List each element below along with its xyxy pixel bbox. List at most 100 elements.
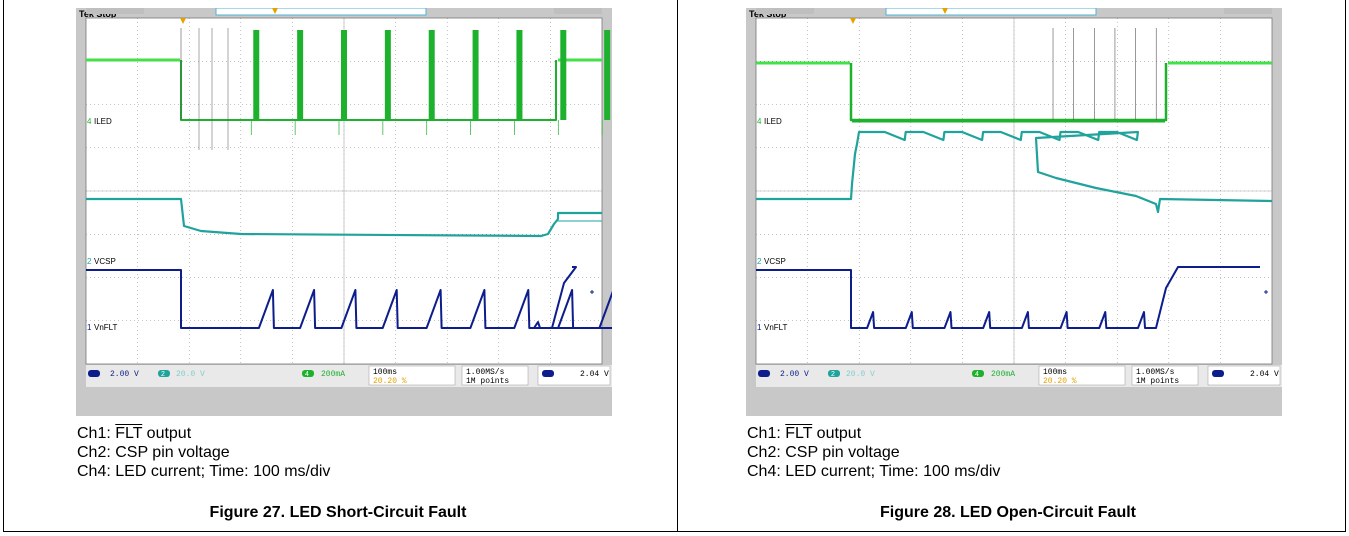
trigger-position-marker xyxy=(942,8,948,14)
acquisition-box xyxy=(461,365,529,386)
caption-flt-signal: FLT xyxy=(115,425,143,442)
caption-line-1: Ch1: FLT output xyxy=(747,424,1000,443)
ch1-readout-chip xyxy=(88,370,100,377)
timebase: 100ms xyxy=(373,368,397,377)
ch4-readout-chip xyxy=(972,370,984,377)
caption-ch1-prefix: Ch1: xyxy=(77,425,116,442)
figure-caption: Ch1: FLT output Ch2: CSP pin voltage Ch4… xyxy=(747,424,1000,481)
scope-svg-left: Tek Stop 4 ILED 2 VCSP 1 VnFLT 2.00 V 2 … xyxy=(79,8,612,387)
ch1-marker: 1 xyxy=(87,323,92,332)
trigger-position: 20.20 % xyxy=(1043,377,1077,386)
scope-traces xyxy=(86,28,612,329)
trigger-source-chip xyxy=(1212,370,1224,377)
ch2-readout-num: 2 xyxy=(831,371,835,378)
caption-line-2: Ch2: CSP pin voltage xyxy=(77,444,230,461)
figure-title: Figure 28. LED Open-Circuit Fault xyxy=(879,504,1137,521)
status-tab xyxy=(86,8,144,14)
oscilloscope-screenshot-left: Tek Stop 4 ILED 2 VCSP 1 VnFLT 2.00 V 2 … xyxy=(76,8,612,416)
figure-title: Figure 27. LED Short-Circuit Fault xyxy=(209,504,467,521)
status-tab-right xyxy=(1224,8,1272,14)
record-position-bar xyxy=(215,8,427,16)
scope-svg-right: Tek Stop 4 ILED 2 VCSP 1 VnFLT 2.00 V 2 … xyxy=(749,8,1282,387)
ch1-label: VnFLT xyxy=(764,323,788,332)
caption-line-1: Ch1: FLT output xyxy=(77,424,330,443)
timebase-box xyxy=(1038,365,1126,386)
ch4-pulse-0 xyxy=(253,30,260,120)
timebase-box xyxy=(368,365,456,386)
grid-border xyxy=(755,17,1273,365)
sample-rate: 1.00MS/s xyxy=(466,368,505,377)
scope-grid xyxy=(755,8,1273,365)
ch4-pulse-2 xyxy=(341,30,347,120)
caption-line-2: Ch2: CSP pin voltage xyxy=(747,444,900,461)
trigger-box xyxy=(537,365,611,386)
caption-ch1-suffix: output xyxy=(142,425,192,442)
ch2-marker: 2 xyxy=(87,257,92,266)
caption-ch1-suffix: output xyxy=(812,425,862,442)
caption-flt-signal: FLT xyxy=(785,425,813,442)
ch4-pulse-7 xyxy=(560,30,567,120)
caption-line-3: Ch4: LED current; Time: 100 ms/div xyxy=(747,463,1001,480)
ch4-scale: 200mA xyxy=(321,370,345,379)
ch2-vcsp-trace xyxy=(86,197,602,238)
ch1-vnflt-trace xyxy=(86,266,612,329)
trigger-level: 2.04 V xyxy=(580,370,609,379)
ch4-pulse-1 xyxy=(297,30,304,120)
sample-rate: 1.00MS/s xyxy=(1136,368,1175,377)
ch4-pulse-5 xyxy=(472,30,479,120)
ch1-readout-chip xyxy=(758,370,770,377)
ch2-label: VCSP xyxy=(764,257,786,266)
status-tab xyxy=(756,8,814,14)
ch2-readout-chip xyxy=(158,370,170,377)
grid-border xyxy=(85,17,603,365)
caption-line-3: Ch4: LED current; Time: 100 ms/div xyxy=(77,463,331,480)
oscilloscope-screenshot-right: Tek Stop 4 ILED 2 VCSP 1 VnFLT 2.00 V 2 … xyxy=(746,8,1282,416)
trigger-box xyxy=(1207,365,1281,386)
figure-panel-left: Tek Stop 4 ILED 2 VCSP 1 VnFLT 2.00 V 2 … xyxy=(3,0,663,532)
trigger-time-marker xyxy=(850,18,856,24)
ch4-readout-chip xyxy=(302,370,314,377)
scope-traces xyxy=(756,28,1273,329)
ch2-marker: 2 xyxy=(757,257,762,266)
ch1-cursor xyxy=(1264,290,1268,294)
ch2-scale: 20.0 V xyxy=(176,370,205,379)
ch1-marker: 1 xyxy=(757,323,762,332)
trigger-level: 2.04 V xyxy=(1250,370,1279,379)
acquisition-box xyxy=(1131,365,1199,386)
ch1-vnflt-trace xyxy=(756,266,1260,329)
ch4-pulse-3 xyxy=(384,30,391,120)
ch4-marker: 4 xyxy=(87,117,92,126)
figure-panel-right: Tek Stop 4 ILED 2 VCSP 1 VnFLT 2.00 V 2 … xyxy=(673,0,1333,532)
trigger-position-marker xyxy=(272,8,278,14)
ch4-label: ILED xyxy=(764,117,782,126)
ch1-scale: 2.00 V xyxy=(780,370,809,379)
ch2-scale: 20.0 V xyxy=(846,370,875,379)
ch2-readout-num: 2 xyxy=(161,371,165,378)
ch4-pulse-6 xyxy=(516,30,523,120)
ch2-vcsp-trace xyxy=(756,130,1273,214)
figure-frame xyxy=(3,0,1346,532)
record-length: 1M points xyxy=(1136,377,1179,386)
ch4-readout-num: 4 xyxy=(975,371,979,378)
figure-caption: Ch1: FLT output Ch2: CSP pin voltage Ch4… xyxy=(77,424,330,481)
ch4-label: ILED xyxy=(94,117,112,126)
status-tab-right xyxy=(554,8,602,14)
figure-divider xyxy=(677,0,678,532)
record-position-bar xyxy=(885,8,1097,16)
ch4-scale: 200mA xyxy=(991,370,1015,379)
trigger-position: 20.20 % xyxy=(373,377,407,386)
trigger-source-chip xyxy=(542,370,554,377)
record-length: 1M points xyxy=(466,377,509,386)
ch2-readout-chip xyxy=(828,370,840,377)
ch4-pulse-8 xyxy=(604,30,611,120)
ch2-label: VCSP xyxy=(94,257,116,266)
caption-ch1-prefix: Ch1: xyxy=(747,425,786,442)
ch1-label: VnFLT xyxy=(94,323,118,332)
ch1-scale: 2.00 V xyxy=(110,370,139,379)
scope-grid xyxy=(85,8,603,365)
ch4-marker: 4 xyxy=(757,117,762,126)
ch1-cursor xyxy=(590,290,594,294)
ch4-pulse-4 xyxy=(428,30,435,120)
timebase: 100ms xyxy=(1043,368,1067,377)
trigger-time-marker xyxy=(180,18,186,24)
